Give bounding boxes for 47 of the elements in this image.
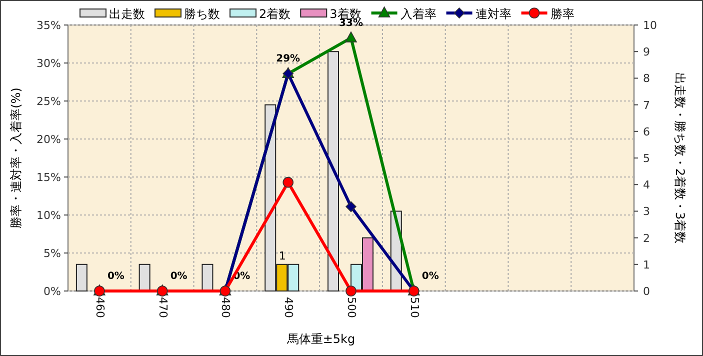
y2-tick-label: 3 <box>643 205 650 218</box>
x-tick-label: 460 <box>93 297 106 318</box>
legend-label: 勝ち数 <box>184 7 220 21</box>
x-tick-label: 490 <box>282 297 296 318</box>
y-tick-label: 30% <box>36 57 61 70</box>
x-tick-label: 500 <box>344 297 358 318</box>
x-tick-label: 510 <box>408 297 421 318</box>
x-tick-label: 480 <box>219 297 232 318</box>
bar <box>328 51 339 292</box>
y-axis-title: 勝率・連対率・入着率(%) <box>9 88 23 228</box>
data-label: 0% <box>170 271 188 282</box>
y-tick-label: 5% <box>44 247 61 260</box>
data-label: 1 <box>278 249 286 262</box>
y2-tick-label: 4 <box>643 178 650 192</box>
bar <box>202 264 214 292</box>
point <box>282 176 294 188</box>
x-tick-label: 470 <box>156 297 170 318</box>
data-label: 0% <box>422 271 439 282</box>
point <box>346 201 356 212</box>
y2-tick-label: 7 <box>643 98 650 112</box>
y-tick-label: 15% <box>36 171 61 184</box>
point <box>346 286 356 296</box>
legend-label: 入着率 <box>400 7 436 21</box>
legend-label: 勝率 <box>550 7 574 21</box>
y2-tick-label: 0 <box>643 285 650 298</box>
x-axis-title: 馬体重±5kg <box>286 332 356 346</box>
data-label: 29% <box>276 54 300 65</box>
y2-tick-label: 1 <box>643 258 650 272</box>
legend-label: 連対率 <box>475 7 512 21</box>
y2-axis-title: 出走数・勝ち数・2着数・3着数 <box>673 72 687 244</box>
point <box>345 32 357 42</box>
bar <box>138 264 150 292</box>
y2-tick-label: 6 <box>643 125 650 138</box>
y-tick-label: 20% <box>36 133 61 146</box>
legend-label: 2着数 <box>259 7 291 21</box>
y-tick-label: 25% <box>36 95 61 108</box>
y2-tick-label: 8 <box>643 72 650 86</box>
y-tick-label: 10% <box>36 209 61 222</box>
y-tick-label: 35% <box>36 19 61 32</box>
y2-tick-label: 9 <box>643 46 650 59</box>
y2-tick-label: 2 <box>643 232 650 245</box>
y2-tick-label: 5 <box>643 152 650 165</box>
data-label: 0% <box>107 271 124 282</box>
legend-label: 出走数 <box>109 7 145 21</box>
bar <box>76 264 88 292</box>
y2-tick-label: 10 <box>643 19 657 32</box>
y-tick-label: 0% <box>44 285 61 298</box>
